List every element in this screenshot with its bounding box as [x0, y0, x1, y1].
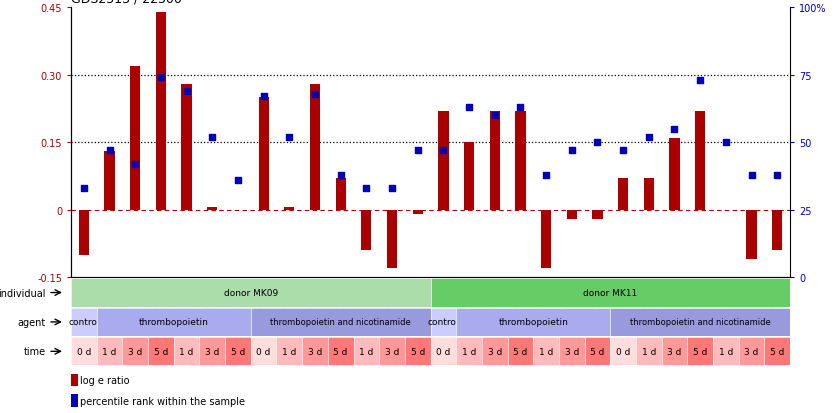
Text: 3 d: 3 d: [205, 347, 220, 356]
Text: 1 d: 1 d: [641, 347, 656, 356]
Bar: [258, 98, 269, 210]
Text: 3 d: 3 d: [385, 347, 400, 356]
Point: [359, 185, 373, 192]
Text: time: time: [23, 347, 45, 356]
Bar: [464, 143, 474, 210]
Bar: [490, 112, 500, 210]
Point: [719, 140, 732, 146]
Bar: [130, 66, 140, 210]
Text: 3 d: 3 d: [308, 347, 322, 356]
Bar: [181, 85, 191, 210]
Bar: [387, 210, 397, 268]
Bar: [515, 112, 526, 210]
Text: 3 d: 3 d: [564, 347, 579, 356]
Bar: [747, 210, 757, 260]
Text: 0 d: 0 d: [616, 347, 630, 356]
Bar: [592, 210, 603, 219]
Text: 1 d: 1 d: [359, 347, 374, 356]
Point: [642, 134, 655, 141]
Text: thrombopoietin and nicotinamide: thrombopoietin and nicotinamide: [270, 318, 411, 327]
Point: [745, 172, 758, 178]
Text: agent: agent: [18, 317, 45, 327]
Point: [308, 91, 322, 98]
Text: 5 d: 5 d: [231, 347, 245, 356]
Text: 5 d: 5 d: [770, 347, 784, 356]
Text: 0 d: 0 d: [77, 347, 91, 356]
Text: 3 d: 3 d: [487, 347, 502, 356]
Bar: [335, 179, 346, 210]
Point: [539, 172, 553, 178]
Point: [462, 104, 476, 111]
Text: 3 d: 3 d: [744, 347, 759, 356]
Text: thrombopoietin: thrombopoietin: [139, 318, 209, 327]
Text: 1 d: 1 d: [539, 347, 553, 356]
Point: [257, 94, 270, 100]
Text: thrombopoietin and nicotinamide: thrombopoietin and nicotinamide: [630, 318, 771, 327]
Text: donor MK11: donor MK11: [584, 288, 637, 297]
Point: [488, 113, 502, 119]
Point: [565, 148, 579, 154]
Point: [436, 148, 450, 154]
Point: [694, 78, 707, 84]
Text: 5 d: 5 d: [154, 347, 168, 356]
Text: individual: individual: [0, 288, 45, 298]
Text: control: control: [428, 318, 459, 327]
Bar: [361, 210, 371, 251]
Point: [771, 172, 784, 178]
Text: 5 d: 5 d: [590, 347, 604, 356]
Bar: [71, 394, 78, 407]
Text: GDS2513 / 22300: GDS2513 / 22300: [71, 0, 182, 6]
Bar: [104, 152, 115, 210]
Bar: [772, 210, 782, 251]
Text: control: control: [69, 318, 99, 327]
Bar: [541, 210, 551, 268]
Text: 1 d: 1 d: [461, 347, 477, 356]
Text: 5 d: 5 d: [410, 347, 425, 356]
Text: 3 d: 3 d: [128, 347, 142, 356]
Text: log e ratio: log e ratio: [79, 375, 130, 385]
Text: 5 d: 5 d: [513, 347, 528, 356]
Bar: [413, 210, 423, 215]
Text: 0 d: 0 d: [257, 347, 271, 356]
Text: 0 d: 0 d: [436, 347, 451, 356]
Point: [591, 140, 604, 146]
Bar: [618, 179, 629, 210]
Point: [154, 75, 167, 82]
Point: [411, 148, 425, 154]
Point: [513, 104, 528, 111]
Text: thrombopoietin: thrombopoietin: [498, 318, 568, 327]
Text: 5 d: 5 d: [334, 347, 348, 356]
Text: 1 d: 1 d: [180, 347, 194, 356]
Bar: [670, 138, 680, 210]
Bar: [644, 179, 654, 210]
Point: [668, 126, 681, 133]
Point: [283, 134, 296, 141]
Bar: [567, 210, 577, 219]
Point: [385, 185, 399, 192]
Bar: [155, 13, 166, 210]
Text: donor MK09: donor MK09: [224, 288, 278, 297]
Point: [616, 148, 630, 154]
Point: [206, 134, 219, 141]
Point: [334, 172, 348, 178]
Text: 5 d: 5 d: [693, 347, 707, 356]
Point: [232, 177, 245, 184]
Point: [129, 161, 142, 168]
Bar: [695, 112, 706, 210]
Text: percentile rank within the sample: percentile rank within the sample: [79, 396, 245, 406]
Point: [180, 88, 193, 95]
Bar: [284, 208, 294, 210]
Text: 1 d: 1 d: [719, 347, 733, 356]
Bar: [79, 210, 89, 255]
Bar: [207, 208, 217, 210]
Text: 3 d: 3 d: [667, 347, 681, 356]
Text: 1 d: 1 d: [102, 347, 117, 356]
Bar: [310, 85, 320, 210]
Bar: [71, 374, 78, 386]
Point: [77, 185, 90, 192]
Text: 1 d: 1 d: [282, 347, 297, 356]
Point: [103, 148, 116, 154]
Bar: [438, 112, 448, 210]
